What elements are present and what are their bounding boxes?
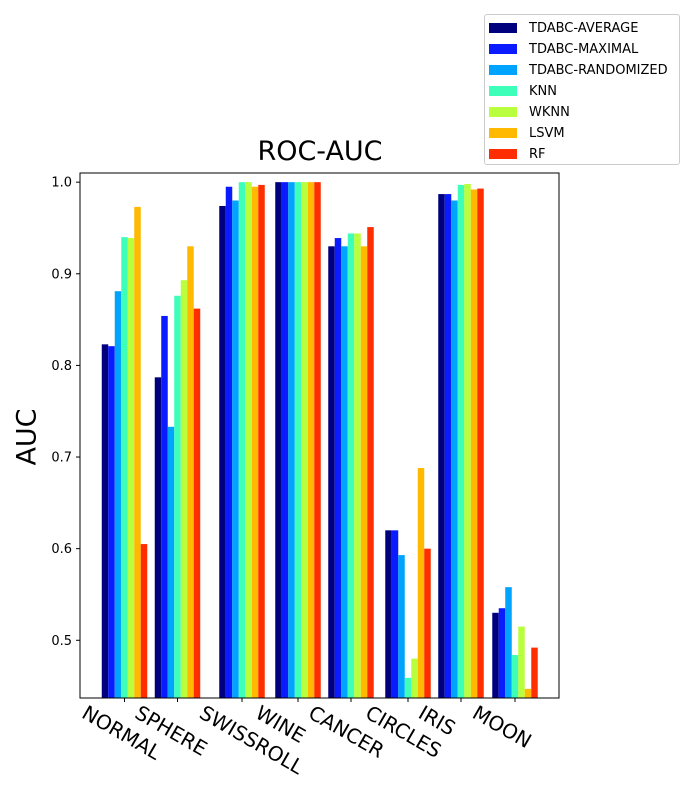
legend-label: WKNN	[529, 104, 570, 120]
bar-cancer-lsvm	[360, 246, 368, 699]
bar-circles-rf	[424, 548, 431, 698]
bar-normal-knn	[121, 237, 128, 698]
bar-circles-tdabc-average	[385, 530, 392, 698]
y-tick-label: 0.9	[51, 267, 72, 282]
bar-iris-wknn	[464, 183, 471, 699]
x-tick-label-moon: MOON	[469, 700, 536, 753]
bar-cancer-tdabc-maximal	[334, 238, 342, 699]
legend-label: TDABC-MAXIMAL	[529, 41, 639, 57]
y-tick-label: 0.5	[51, 634, 72, 649]
bar-sphere-tdabc-maximal	[161, 315, 168, 698]
legend-label: LSVM	[529, 125, 565, 141]
plot-area-frame	[79, 172, 560, 699]
legend-label: KNN	[529, 83, 557, 99]
bar-circles-lsvm	[417, 468, 425, 698]
bar-cancer-wknn	[354, 233, 361, 698]
bar-iris-tdabc-average	[438, 194, 445, 698]
bar-sphere-tdabc-randomized	[167, 426, 175, 698]
y-tick-label: 1.0	[51, 176, 72, 191]
legend-swatch	[489, 107, 517, 117]
legend-label: RF	[529, 146, 546, 162]
x-axis: NORMALSPHERESWISSROLLWINECANCERCIRCLESIR…	[78, 698, 536, 780]
legend-swatch	[489, 149, 517, 159]
bar-swissroll-wknn	[245, 182, 252, 698]
bar-iris-rf	[477, 188, 484, 698]
legend-item: LSVM	[489, 125, 565, 141]
bar-normal-wknn	[127, 238, 135, 699]
bar-sphere-wknn	[180, 280, 188, 698]
y-axis-label: AUC	[11, 408, 43, 466]
bar-normal-tdabc-randomized	[114, 291, 122, 698]
legend-label: TDABC-AVERAGE	[529, 20, 639, 36]
bar-moon-lsvm	[524, 688, 532, 698]
bar-swissroll-tdabc-average	[219, 205, 226, 699]
bar-normal-tdabc-average	[101, 344, 109, 698]
bar-sphere-tdabc-average	[154, 377, 162, 698]
bar-circles-wknn	[411, 658, 418, 698]
legend-label: TDABC-RANDOMIZED	[529, 62, 668, 78]
bar-wine-knn	[294, 182, 302, 698]
bar-moon-tdabc-randomized	[505, 587, 512, 698]
bar-cancer-rf	[367, 227, 374, 698]
bar-normal-lsvm	[134, 206, 141, 698]
legend-swatch	[489, 65, 517, 75]
legend-item: TDABC-MAXIMAL	[489, 41, 638, 57]
bar-swissroll-tdabc-maximal	[225, 186, 233, 699]
bar-swissroll-tdabc-randomized	[232, 200, 239, 699]
bar-iris-knn	[457, 184, 465, 698]
bar-moon-tdabc-maximal	[498, 608, 506, 698]
bar-circles-knn	[404, 677, 412, 698]
bar-wine-lsvm	[307, 182, 315, 698]
bar-circles-tdabc-maximal	[391, 530, 399, 698]
y-tick-label: 0.8	[51, 359, 72, 374]
legend: TDABC-AVERAGE TDABC-MAXIMAL TDABC-RANDOMIZ…	[484, 14, 680, 165]
bar-normal-tdabc-maximal	[108, 346, 115, 698]
bar-moon-knn	[511, 654, 519, 698]
legend-item: KNN	[489, 83, 557, 99]
y-axis: 0.5 0.6 0.7 0.8 0.9 1.0	[51, 176, 80, 649]
bar-moon-tdabc-average	[492, 612, 499, 698]
bar-swissroll-lsvm	[251, 186, 259, 699]
chart-title: ROC-AUC	[257, 136, 383, 167]
bar-wine-wknn	[301, 182, 308, 698]
bar-sphere-rf	[193, 308, 201, 698]
bar-cancer-tdabc-average	[328, 246, 335, 699]
bars-group	[101, 182, 538, 699]
legend-swatch	[489, 44, 517, 54]
legend-swatch	[489, 86, 517, 96]
bar-swissroll-knn	[238, 182, 246, 698]
bar-wine-tdabc-average	[275, 182, 282, 698]
legend-item: TDABC-RANDOMIZED	[489, 62, 668, 78]
bar-sphere-knn	[174, 295, 181, 698]
legend-swatch	[489, 128, 517, 138]
bar-wine-tdabc-randomized	[288, 182, 295, 698]
y-tick-label: 0.6	[51, 542, 72, 557]
bar-moon-wknn	[518, 626, 525, 698]
bar-iris-lsvm	[470, 189, 478, 699]
bar-normal-rf	[140, 544, 148, 698]
bar-iris-tdabc-randomized	[451, 200, 458, 699]
bar-iris-tdabc-maximal	[444, 194, 452, 698]
legend-item: WKNN	[489, 104, 570, 120]
bar-sphere-lsvm	[187, 246, 194, 699]
legend-item: RF	[489, 146, 546, 162]
bar-moon-rf	[531, 647, 538, 698]
legend-item: TDABC-AVERAGE	[489, 20, 638, 36]
bar-cancer-knn	[347, 233, 355, 698]
y-tick-label: 0.7	[51, 451, 72, 466]
bar-swissroll-rf	[258, 184, 265, 698]
legend-swatch	[489, 23, 517, 33]
bar-circles-tdabc-randomized	[398, 555, 405, 698]
bar-cancer-tdabc-randomized	[341, 246, 348, 699]
bar-wine-rf	[314, 182, 321, 698]
bar-wine-tdabc-maximal	[281, 182, 289, 698]
